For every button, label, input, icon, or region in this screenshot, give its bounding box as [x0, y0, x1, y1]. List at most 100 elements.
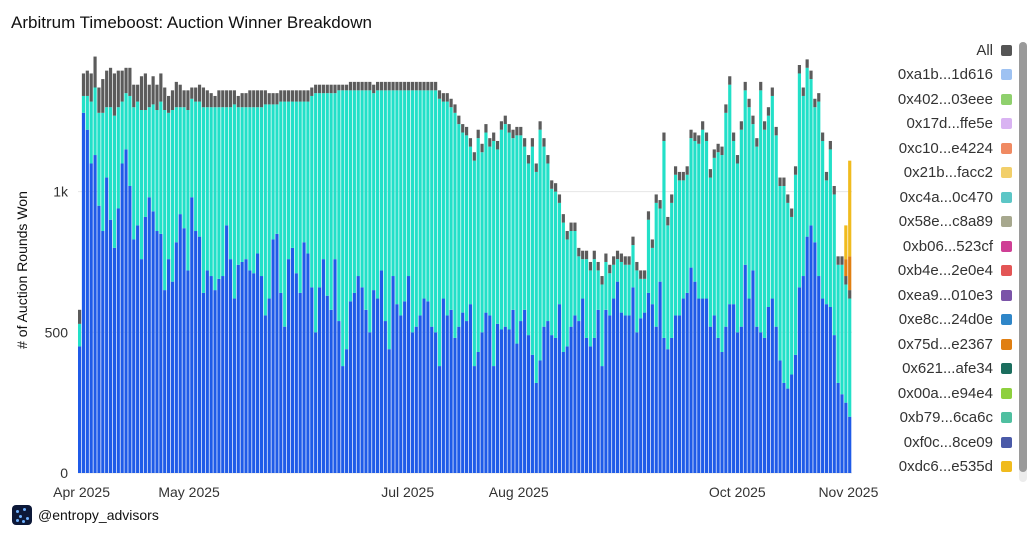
bar-segment	[306, 90, 310, 102]
bar-segment	[554, 337, 558, 473]
bar-segment	[97, 87, 101, 113]
bar-segment	[526, 335, 531, 473]
bar-segment	[170, 90, 175, 111]
bar-segment	[550, 188, 554, 336]
bar-segment	[511, 309, 515, 473]
bar-segment	[225, 90, 229, 108]
chart-title: Arbitrum Timeboost: Auction Winner Break…	[11, 13, 372, 32]
bar-segment	[271, 104, 275, 240]
bar-segment	[174, 81, 178, 108]
bar-segment	[623, 256, 627, 265]
bar-segment	[256, 107, 260, 254]
bar-segment	[499, 129, 504, 330]
legend-item[interactable]: 0xf0c...8ce09	[860, 430, 1030, 455]
legend-item[interactable]: 0x21b...facc2	[860, 161, 1030, 186]
bar-segment	[759, 332, 763, 473]
bar-segment	[457, 124, 461, 327]
legend-item[interactable]: 0xb4e...2e0e4	[860, 259, 1030, 284]
bar-segment	[523, 146, 527, 310]
legend-item[interactable]: 0xdc6...e535d	[860, 455, 1030, 479]
bar-segment	[848, 290, 852, 299]
bar-segment	[492, 140, 496, 367]
bar-segment	[646, 211, 651, 220]
bar-segment	[612, 256, 616, 265]
legend-item[interactable]: 0x75d...e2367	[860, 332, 1030, 357]
bar-segment	[793, 174, 798, 355]
bar-segment	[828, 149, 832, 307]
bar-segment	[294, 90, 298, 102]
bar-segment	[673, 315, 678, 473]
bar-segment	[399, 315, 403, 473]
legend-item[interactable]: 0x621...afe34	[860, 357, 1030, 382]
legend-swatch	[1001, 363, 1012, 375]
bar-segment	[844, 259, 848, 277]
bar-segment	[426, 301, 430, 473]
bar-segment	[809, 70, 813, 80]
bar-segment	[697, 135, 701, 144]
bar-segment	[263, 315, 267, 473]
legend-item[interactable]: 0xa1b...1d616	[860, 63, 1030, 88]
bar-segment	[375, 298, 380, 473]
bar-segment	[97, 112, 101, 206]
legend-item[interactable]: 0xc4a...0c470	[860, 185, 1030, 210]
bar-segment	[581, 250, 585, 260]
bar-segment	[341, 366, 345, 473]
bar-segment	[105, 107, 109, 178]
legend-item[interactable]: 0xea9...010e3	[860, 283, 1030, 308]
bar-segment	[604, 261, 608, 310]
legend-item[interactable]: 0xb79...6ca6c	[860, 406, 1030, 431]
bar-segment	[554, 191, 558, 338]
legend-item[interactable]: 0x402...03eee	[860, 87, 1030, 112]
bar-segment	[244, 107, 248, 260]
bar-segment	[813, 98, 817, 108]
legend-label: 0xa1b...1d616	[897, 66, 993, 84]
bar-segment	[604, 253, 608, 262]
bar-segment	[418, 81, 422, 91]
bar-segment	[337, 90, 341, 322]
bar-segment	[751, 270, 755, 473]
bar-segment	[817, 276, 821, 473]
bar-segment	[472, 366, 476, 473]
bar-segment	[217, 278, 221, 473]
bar-segment	[848, 160, 852, 257]
legend-item[interactable]: 0x00a...e94e4	[860, 381, 1030, 406]
bar-segment	[584, 250, 589, 260]
bar-segment	[449, 309, 453, 473]
legend-scroll-thumb[interactable]	[1019, 42, 1027, 472]
bar-segment	[774, 126, 778, 136]
legend-swatch	[1001, 69, 1012, 81]
bar-segment	[345, 90, 349, 350]
bar-segment	[128, 67, 132, 96]
bar-segment	[240, 261, 244, 473]
bar-segment	[286, 101, 291, 260]
legend-item[interactable]: All	[860, 38, 1030, 63]
bar-segment	[708, 169, 712, 178]
legend-label: 0x17d...ffe5e	[906, 115, 993, 133]
bar-segment	[619, 253, 623, 262]
bar-segment	[782, 177, 786, 186]
legend-item[interactable]: 0xe8c...24d0e	[860, 308, 1030, 333]
bar-segment	[225, 107, 229, 226]
bar-stack	[78, 56, 852, 474]
bar-segment	[364, 309, 368, 473]
bar-segment	[530, 146, 534, 355]
legend-item[interactable]: 0xb06...523cf	[860, 234, 1030, 259]
bar-segment	[581, 298, 585, 473]
legend-item[interactable]: 0x17d...ffe5e	[860, 112, 1030, 137]
bar-segment	[217, 107, 221, 279]
bar-segment	[639, 318, 643, 473]
bar-segment	[573, 315, 577, 473]
x-tick-label: Jul 2025	[381, 484, 434, 500]
legend-scrollbar[interactable]	[1019, 42, 1027, 482]
legend-item[interactable]: 0xc10...e4224	[860, 136, 1030, 161]
bar-segment	[325, 84, 329, 94]
bar-segment	[259, 107, 264, 277]
bar-segment	[844, 276, 848, 285]
bar-segment	[112, 73, 117, 116]
bar-segment	[263, 104, 267, 316]
legend-item[interactable]: 0x58e...c8a89	[860, 210, 1030, 235]
bar-segment	[414, 81, 418, 91]
bar-segment	[232, 298, 236, 473]
bar-segment	[526, 163, 531, 336]
